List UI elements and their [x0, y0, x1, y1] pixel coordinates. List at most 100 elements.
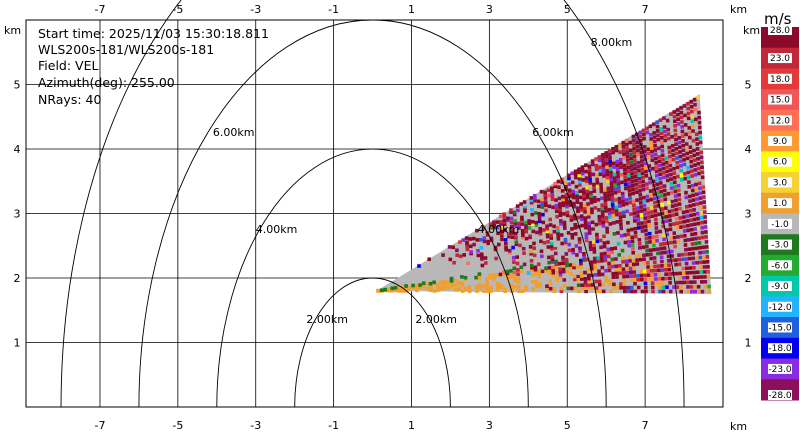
velocity-gate [621, 260, 625, 264]
velocity-gate [604, 219, 609, 224]
velocity-gate [672, 235, 677, 240]
velocity-gate [602, 170, 606, 175]
velocity-gate [540, 197, 544, 202]
velocity-gate [617, 200, 622, 205]
velocity-gate [647, 164, 651, 168]
velocity-gate [640, 159, 644, 163]
velocity-gate [674, 207, 679, 212]
velocity-gate [700, 230, 705, 235]
velocity-gate [601, 160, 605, 164]
velocity-gate [593, 206, 598, 210]
velocity-gate [647, 223, 651, 228]
velocity-gate [692, 158, 697, 162]
velocity-gate [655, 186, 660, 191]
velocity-gate [642, 208, 647, 212]
velocity-gate [588, 177, 592, 182]
velocity-gate [585, 192, 590, 197]
velocity-gate [499, 283, 503, 288]
colorbar-label-bg [768, 177, 792, 188]
velocity-gate [672, 110, 677, 114]
velocity-gate [468, 289, 472, 293]
velocity-gate [697, 289, 701, 294]
velocity-gate [546, 240, 550, 244]
velocity-gate [524, 285, 528, 289]
velocity-gate [376, 288, 380, 293]
velocity-gate [669, 116, 673, 121]
colorbar-label: -23.0 [768, 365, 792, 375]
velocity-gate [566, 286, 571, 291]
velocity-gate [688, 270, 693, 275]
velocity-gate [592, 250, 597, 254]
velocity-gate [602, 234, 606, 239]
velocity-gate [655, 247, 660, 251]
velocity-gate [614, 264, 619, 268]
velocity-gate [556, 231, 560, 236]
velocity-gate [573, 169, 578, 174]
velocity-gate [513, 219, 517, 223]
velocity-gate [651, 166, 655, 171]
velocity-gate [519, 269, 524, 274]
velocity-gate [650, 277, 655, 281]
y-tick-label-right: 5 [745, 79, 752, 92]
velocity-gate [640, 277, 644, 282]
velocity-gate [572, 213, 577, 218]
velocity-gate [383, 287, 387, 292]
velocity-gate [661, 285, 666, 289]
velocity-gate [453, 278, 457, 283]
velocity-gate [544, 269, 548, 273]
velocity-gate [658, 229, 662, 234]
velocity-gate [635, 198, 639, 202]
y-unit-right: km [743, 24, 760, 37]
velocity-gate [588, 247, 593, 252]
velocity-gate [659, 181, 663, 185]
velocity-gate [686, 289, 691, 294]
velocity-gate [566, 231, 571, 235]
velocity-gate [488, 222, 493, 226]
velocity-gate [643, 216, 647, 220]
velocity-gate [644, 228, 648, 233]
velocity-gate [458, 240, 462, 244]
velocity-gate [685, 146, 689, 151]
velocity-gate [691, 188, 695, 193]
velocity-gate [627, 189, 632, 193]
velocity-gate [509, 216, 514, 221]
velocity-gate [421, 281, 426, 285]
velocity-gate [547, 260, 551, 265]
velocity-gate [692, 208, 696, 212]
velocity-gate [533, 198, 537, 203]
velocity-gate [579, 271, 584, 275]
colorbar-label: 3.0 [773, 178, 788, 188]
velocity-gate [571, 189, 575, 194]
velocity-gate [509, 269, 513, 273]
velocity-gate [681, 266, 686, 271]
velocity-gate [577, 180, 582, 184]
velocity-gate [605, 176, 610, 180]
velocity-gate [628, 148, 633, 153]
velocity-gate [697, 236, 701, 240]
velocity-gate [554, 265, 559, 269]
velocity-gate [678, 145, 682, 149]
velocity-gate [594, 286, 599, 290]
velocity-gate [582, 190, 586, 195]
velocity-gate [521, 231, 525, 235]
velocity-gate [676, 117, 680, 122]
velocity-gate [530, 266, 534, 270]
velocity-gate [523, 204, 527, 209]
velocity-gate [564, 252, 569, 256]
velocity-gate [688, 266, 693, 270]
velocity-gate [557, 196, 562, 201]
velocity-gate [668, 281, 672, 285]
velocity-gate [646, 215, 651, 219]
velocity-gate [696, 166, 701, 171]
velocity-gate [685, 280, 690, 285]
velocity-gate [641, 179, 645, 184]
velocity-gate [537, 269, 541, 274]
velocity-gate [636, 222, 641, 226]
velocity-gate [666, 250, 671, 254]
velocity-gate [567, 242, 572, 247]
velocity-gate [691, 129, 695, 133]
velocity-gate [593, 260, 597, 264]
velocity-gate [565, 201, 569, 206]
velocity-gate [657, 159, 662, 164]
velocity-gate [477, 272, 482, 276]
